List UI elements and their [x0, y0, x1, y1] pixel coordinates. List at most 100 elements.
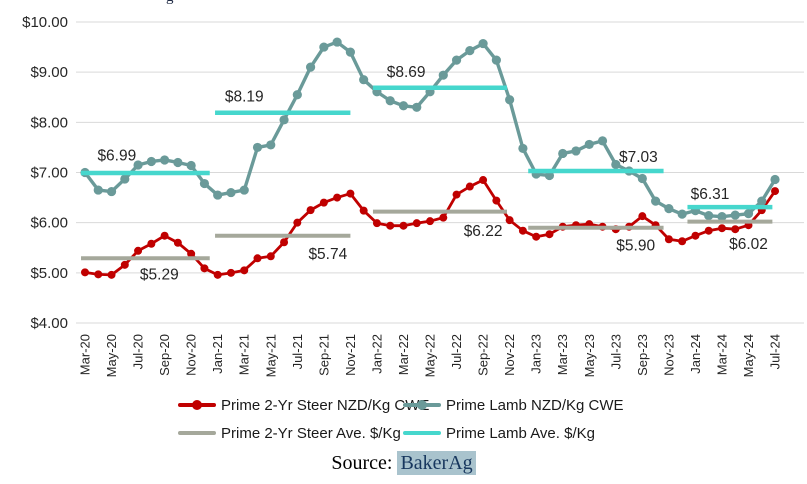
lamb-data-point [518, 143, 528, 154]
lamb-data-point [451, 55, 462, 65]
steer-series-swatch-icon [178, 396, 216, 414]
steer-data-point [266, 252, 275, 261]
x-tick-label: Jul-23 [608, 334, 623, 369]
lamb-data-point [133, 160, 143, 170]
average-value-label: $6.22 [464, 223, 503, 240]
lamb-data-point [677, 209, 687, 219]
source-prefix: Source: [331, 452, 393, 474]
lamb-data-point [332, 37, 342, 47]
steer-data-point [412, 219, 421, 228]
price-line-chart: $10.00 $9.00 $8.00 $7.00 $6.00 $5.00 $4.00 Mar-… [22, 14, 804, 377]
steer-data-point [638, 212, 647, 221]
x-tick-label: May-22 [423, 334, 438, 377]
y-tick-label: $8.00 [30, 114, 68, 131]
average-value-label: $6.02 [729, 236, 768, 253]
steer-data-point [81, 268, 89, 277]
lamb-data-point [345, 47, 355, 57]
average-value-label: $5.74 [308, 246, 347, 263]
lamb-data-point [558, 148, 568, 159]
lamb-data-point [757, 196, 767, 206]
lamb-data-point [319, 42, 329, 52]
x-tick-label: Nov-20 [184, 334, 199, 376]
y-tick-label: $9.00 [30, 64, 68, 81]
lamb-data-point [597, 136, 608, 146]
lamb-series [80, 37, 780, 222]
steer-data-point [426, 217, 435, 226]
y-tick-label: $7.00 [30, 165, 68, 182]
average-value-label: $8.19 [225, 88, 264, 105]
lamb-data-point [637, 173, 647, 184]
steer-data-point [399, 221, 408, 230]
steer-data-point [372, 219, 381, 228]
x-tick-label: Jul-22 [449, 334, 464, 369]
steer-data-point [120, 260, 129, 269]
lamb-data-point [359, 75, 369, 85]
steer-data-point [532, 232, 541, 241]
steer-data-point [465, 182, 474, 191]
source-link[interactable]: BakerAg [397, 451, 476, 475]
lamb-data-point [770, 174, 780, 185]
steer-series-line [84, 178, 777, 277]
x-tick-label: Mar-21 [237, 334, 252, 375]
lamb-series-line [83, 40, 777, 219]
steer-data-point [452, 190, 461, 199]
lamb-data-point [226, 187, 236, 198]
steer-data-point [691, 231, 700, 240]
legend-item-steer-series: Prime 2-Yr Steer NZD/Kg CWE [178, 396, 429, 414]
steer-data-point [678, 237, 687, 246]
steer-average-swatch-icon [178, 424, 216, 442]
lamb-data-point [465, 45, 475, 56]
steer-data-point [731, 225, 740, 234]
legend-label-lamb-average: Prime Lamb Ave. $/Kg [446, 424, 595, 442]
legend-label-lamb-series: Prime Lamb NZD/Kg CWE [446, 396, 624, 414]
lamb-data-point [173, 157, 183, 168]
x-tick-label: Jul-20 [131, 334, 146, 369]
steer-average-lines [81, 209, 773, 261]
steer-data-point [704, 226, 713, 235]
steer-data-point [240, 266, 249, 275]
x-tick-label: Mar-23 [555, 334, 570, 375]
average-value-label: $8.69 [387, 64, 426, 81]
lamb-data-point [106, 186, 117, 197]
lamb-data-point [571, 146, 581, 156]
x-tick-label: Nov-23 [661, 334, 676, 376]
lamb-data-point [279, 115, 289, 125]
lamb-data-point [412, 102, 422, 112]
clipped-title-fragment: g [166, 0, 186, 7]
steer-data-point [226, 268, 235, 277]
lamb-data-point [743, 209, 754, 219]
chart-legend: Prime 2-Yr Steer NZD/Kg CWE Prime Lamb N… [0, 394, 807, 450]
steer-data-point [213, 270, 222, 279]
steer-data-point [492, 196, 501, 205]
lamb-data-point [199, 178, 210, 189]
steer-data-point [200, 264, 209, 273]
y-axis-labels: $10.00 $9.00 $8.00 $7.00 $6.00 $5.00 $4.00 [22, 14, 68, 332]
steer-data-point [346, 189, 355, 198]
steer-data-point [253, 254, 262, 263]
x-tick-label: Jul-24 [768, 334, 783, 369]
lamb-data-point [146, 156, 156, 167]
steer-series [81, 176, 780, 279]
average-value-label: $7.03 [619, 149, 658, 166]
steer-data-point [293, 218, 302, 227]
steer-data-point [107, 270, 116, 279]
y-tick-label: $10.00 [22, 14, 68, 31]
lamb-data-point [93, 185, 103, 195]
x-tick-label: May-20 [104, 334, 119, 377]
lamb-data-point [664, 204, 674, 214]
x-tick-label: Jan-23 [529, 334, 544, 374]
x-tick-label: May-21 [263, 334, 278, 377]
lamb-data-point [611, 159, 621, 170]
y-tick-label: $6.00 [30, 215, 68, 232]
legend-item-lamb-average: Prime Lamb Ave. $/Kg [403, 424, 595, 442]
lamb-data-point [160, 155, 170, 165]
lamb-data-point [438, 70, 448, 80]
x-tick-label: Sep-20 [157, 334, 172, 376]
x-tick-label: May-23 [582, 334, 597, 377]
legend-label-steer-average: Prime 2-Yr Steer Ave. $/Kg [221, 424, 401, 442]
lamb-data-point [266, 140, 276, 150]
y-tick-label: $5.00 [30, 265, 68, 282]
lamb-data-point [584, 139, 594, 150]
average-value-label: $5.29 [140, 266, 179, 283]
legend-item-steer-average: Prime 2-Yr Steer Ave. $/Kg [178, 424, 401, 442]
